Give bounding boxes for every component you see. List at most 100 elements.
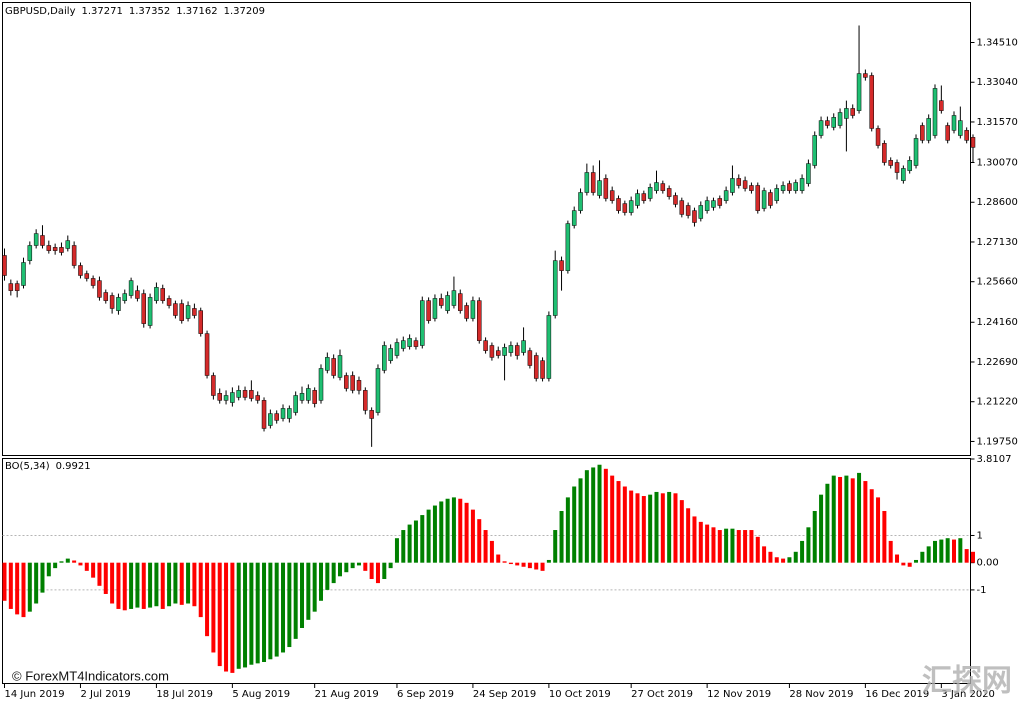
- histogram-bar: [91, 562, 96, 578]
- histogram-bar: [692, 516, 697, 563]
- histogram-bar: [787, 557, 792, 563]
- histogram-bar: [736, 530, 741, 563]
- candle-body: [533, 355, 539, 379]
- histogram-bar: [641, 496, 646, 563]
- candle-body: [818, 120, 824, 136]
- histogram-bar: [838, 476, 843, 563]
- candle-body: [268, 413, 273, 426]
- histogram-bar: [458, 498, 463, 563]
- candle-body: [609, 190, 615, 201]
- candle-body: [920, 125, 925, 141]
- histogram-bar: [350, 562, 355, 569]
- histogram-bar: [344, 562, 349, 573]
- histogram-bar: [850, 478, 855, 563]
- candle-body: [882, 143, 887, 163]
- candle-body: [293, 395, 298, 413]
- y-tick-label: 1.25660: [977, 277, 1018, 288]
- y-tick-label: 1.27130: [977, 237, 1018, 248]
- histogram-bar: [546, 559, 551, 563]
- histogram-bar: [970, 551, 975, 563]
- histogram-bar: [540, 562, 545, 571]
- histogram-bar: [914, 559, 919, 563]
- histogram-bar: [135, 562, 140, 608]
- candle-body: [730, 178, 735, 193]
- candle-body: [356, 380, 362, 391]
- histogram-bar: [331, 562, 336, 584]
- candle-body: [103, 292, 109, 301]
- candle-body: [502, 347, 507, 356]
- candle-body: [33, 233, 39, 246]
- candle-body: [78, 265, 83, 276]
- candle-body: [641, 193, 647, 201]
- candle-body: [787, 183, 792, 191]
- indicator-header: 0.9921: [56, 461, 91, 472]
- plot-layer: 1.34510 1.33040 1.31570 1.30070 1.28600 1.271…: [2, 6, 1018, 700]
- candle-body: [875, 128, 881, 146]
- candle-body: [685, 205, 691, 216]
- y-tick-label: 0.00: [977, 558, 999, 569]
- histogram-bar: [673, 493, 678, 563]
- candle-body: [951, 115, 957, 131]
- candle-body: [192, 308, 197, 316]
- histogram-bar: [800, 540, 805, 563]
- histogram-bar: [964, 549, 969, 563]
- histogram-bar: [958, 538, 963, 563]
- candle-body: [344, 375, 349, 389]
- histogram-bar: [781, 558, 786, 563]
- candle-body: [407, 338, 412, 347]
- candle-body: [249, 390, 254, 399]
- histogram-bar: [863, 481, 868, 563]
- histogram-bar: [939, 539, 944, 563]
- histogram-bar: [743, 530, 748, 563]
- histogram-bar: [622, 486, 627, 563]
- x-tick-label: 2 Jul 2019: [80, 689, 130, 700]
- histogram-bar: [274, 562, 279, 657]
- histogram-bar: [97, 562, 102, 586]
- histogram-bar: [420, 515, 425, 563]
- histogram-bar: [129, 562, 134, 609]
- histogram-bar: [21, 562, 26, 618]
- candle-body: [413, 340, 419, 347]
- candle-body: [970, 137, 976, 148]
- histogram-bar: [945, 538, 950, 563]
- histogram-bar: [205, 562, 210, 637]
- histogram-bar: [356, 562, 361, 566]
- x-tick-label: 6 Sep 2019: [397, 689, 454, 700]
- candle-body: [717, 198, 723, 206]
- candle-body: [211, 375, 216, 396]
- histogram-bar: [375, 562, 380, 584]
- histogram-bar: [369, 562, 374, 580]
- histogram-bar: [572, 486, 577, 563]
- candle-body: [945, 125, 950, 141]
- candle-body: [382, 345, 387, 371]
- candle-body: [907, 160, 912, 171]
- candle-body: [439, 298, 444, 306]
- histogram-bar: [445, 498, 450, 563]
- chart-header: 1.37162: [176, 6, 217, 17]
- histogram-bar: [46, 562, 51, 577]
- candle-body: [603, 178, 609, 199]
- candle-body: [261, 400, 267, 429]
- histogram-bar: [394, 538, 399, 563]
- y-tick-label: 1.21220: [977, 397, 1018, 408]
- candle-body: [21, 262, 26, 286]
- candle-body: [647, 187, 653, 199]
- watermark: © ForexMT4Indicators.com: [12, 668, 169, 683]
- candle-body: [217, 393, 222, 401]
- histogram-bar: [534, 562, 539, 570]
- candle-body: [230, 392, 235, 403]
- histogram-bar: [895, 554, 900, 563]
- x-tick-label: 3 Jan 2020: [941, 689, 995, 700]
- histogram-bar: [793, 551, 798, 563]
- histogram-bar: [192, 562, 197, 607]
- chart-header: 1.37271: [82, 6, 123, 17]
- candle-body: [236, 390, 241, 398]
- candle-body: [90, 278, 96, 286]
- candle-body: [755, 185, 761, 211]
- histogram-bar: [679, 500, 684, 563]
- histogram-bar: [762, 546, 767, 563]
- candle-body: [711, 200, 716, 208]
- x-tick-label: 24 Sep 2019: [473, 689, 536, 700]
- candle-body: [420, 300, 425, 346]
- histogram-bar: [34, 562, 39, 604]
